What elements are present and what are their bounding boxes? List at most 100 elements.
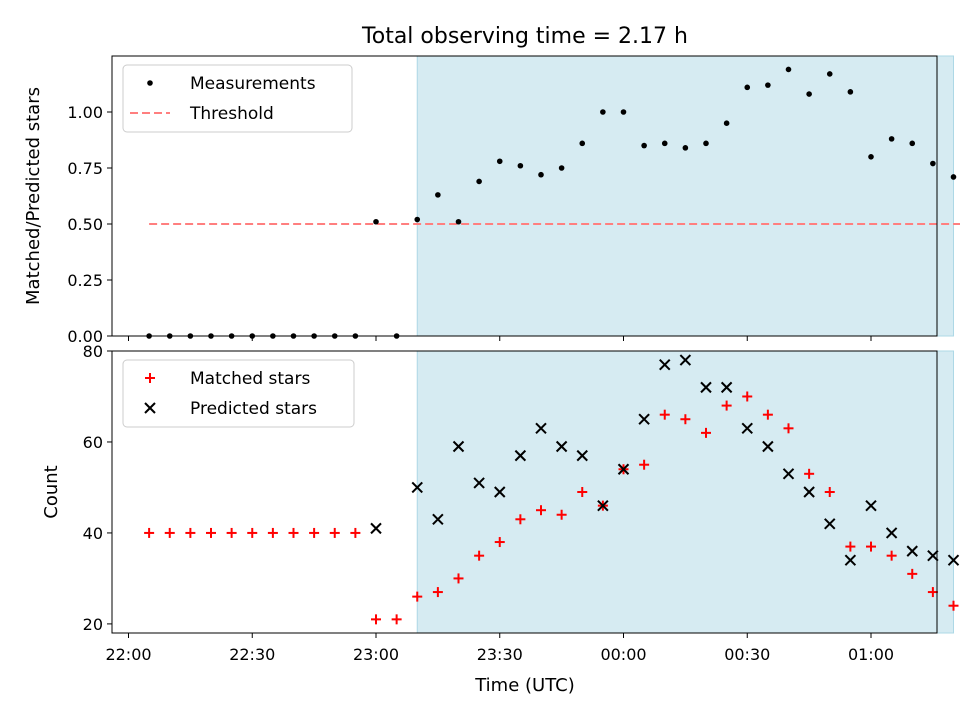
predicted-star-point bbox=[865, 499, 877, 512]
x-b bbox=[782, 468, 795, 480]
x-b bbox=[865, 499, 877, 512]
predicted-star-point bbox=[432, 513, 444, 525]
matched-star-point bbox=[845, 541, 856, 552]
measurement-point bbox=[620, 109, 627, 115]
matched-star-point bbox=[701, 427, 711, 438]
x-b bbox=[452, 440, 465, 453]
matched-star-point bbox=[185, 527, 196, 538]
measurement-point bbox=[579, 140, 586, 147]
matched-star-point bbox=[927, 587, 938, 598]
measurement-point bbox=[703, 140, 709, 147]
predicted-star-point bbox=[720, 381, 733, 394]
measurement-point bbox=[723, 120, 730, 126]
legend-label: Matched stars bbox=[190, 369, 310, 389]
measurement-point bbox=[496, 158, 503, 165]
x-b bbox=[679, 354, 692, 366]
matched-star-point bbox=[432, 587, 443, 598]
x-tick-label: 00:00 bbox=[600, 645, 646, 664]
predicted-star-point bbox=[927, 549, 939, 562]
y-tick-label: 0.50 bbox=[67, 215, 103, 234]
matched-star-point bbox=[907, 568, 918, 579]
measurement-point bbox=[600, 109, 606, 115]
measurement-point bbox=[806, 91, 812, 97]
matched-star-point bbox=[680, 414, 691, 425]
x-b bbox=[947, 554, 960, 566]
legend-box bbox=[122, 64, 353, 133]
x-b bbox=[494, 486, 506, 498]
matched-star-point bbox=[824, 487, 835, 497]
x-b bbox=[432, 513, 444, 525]
x-b bbox=[370, 522, 382, 535]
x-b bbox=[638, 413, 650, 425]
count-y-axis-label: Count bbox=[41, 465, 62, 518]
predicted-star-point bbox=[844, 554, 857, 566]
measurement-point bbox=[455, 218, 462, 225]
matched-star-point bbox=[866, 541, 876, 552]
matched-star-point bbox=[721, 400, 732, 411]
legend-label: Measurements bbox=[190, 74, 316, 94]
measurement-point bbox=[641, 142, 647, 149]
predicted-star-point bbox=[741, 422, 753, 435]
predicted-star-point bbox=[947, 554, 960, 566]
matched-star-point bbox=[783, 423, 794, 434]
x-b bbox=[700, 381, 712, 394]
matched-star-point bbox=[226, 527, 237, 538]
matched-star-point bbox=[659, 409, 670, 420]
x-tick-label: 23:00 bbox=[353, 645, 399, 664]
predicted-star-point bbox=[494, 486, 506, 498]
measurement-point bbox=[888, 136, 895, 142]
measurement-point bbox=[558, 165, 565, 171]
predicted-star-point bbox=[679, 354, 692, 366]
matched-star-point bbox=[350, 527, 361, 538]
x-b bbox=[741, 422, 753, 435]
predicted-star-point bbox=[803, 486, 815, 498]
measurement-point bbox=[765, 82, 771, 88]
matched-star-point bbox=[494, 537, 505, 548]
measurement-point bbox=[930, 160, 936, 167]
predicted-star-point bbox=[659, 358, 671, 371]
predicted-star-point bbox=[906, 545, 918, 557]
measurement-point bbox=[744, 84, 751, 91]
measurement-legend-marker bbox=[147, 80, 153, 86]
x-b bbox=[535, 422, 547, 435]
ratio-marks bbox=[146, 66, 960, 339]
legend-box bbox=[122, 359, 355, 428]
y-tick-label: 40 bbox=[83, 524, 103, 543]
matched-star-point bbox=[886, 550, 897, 561]
count-panel: 20 40 60 80 22:00 22:30 23:00 23:30 00:00 00:30 0… bbox=[41, 342, 960, 696]
x-tick-label: 23:30 bbox=[477, 645, 523, 664]
predicted-star-point bbox=[555, 440, 568, 453]
matched-star-point bbox=[948, 600, 959, 611]
predicted-star-point bbox=[452, 440, 465, 453]
predicted-star-point bbox=[597, 499, 609, 512]
measurement-point bbox=[476, 178, 482, 185]
measurement-point bbox=[373, 218, 379, 225]
measurement-point bbox=[868, 154, 874, 160]
measurement-point bbox=[435, 192, 441, 198]
measurement-point bbox=[826, 71, 833, 77]
predicted-star-point bbox=[782, 468, 795, 480]
ratio-legend: Measurements Threshold bbox=[122, 64, 353, 133]
measurement-point bbox=[661, 140, 668, 147]
matched-star-point bbox=[577, 487, 588, 497]
matched-star-point bbox=[639, 459, 650, 470]
measurement-point bbox=[909, 140, 916, 147]
x-b bbox=[803, 486, 815, 498]
matched-star-point bbox=[309, 527, 320, 538]
predicted-star-point bbox=[638, 413, 650, 425]
predicted-star-point bbox=[700, 381, 712, 394]
x-tick-label: 00:30 bbox=[724, 645, 770, 664]
matched-star-point bbox=[536, 505, 546, 516]
y-tick-label: 0.00 bbox=[67, 327, 103, 346]
legend-label: Threshold bbox=[189, 104, 274, 124]
matched-star-point bbox=[804, 468, 815, 479]
y-tick-label: 80 bbox=[83, 342, 103, 361]
y-tick-label: 20 bbox=[83, 615, 103, 634]
y-tick-label: 0.75 bbox=[67, 159, 103, 178]
x-b bbox=[555, 440, 568, 453]
ratio-y-axis: 0.00 0.25 0.50 0.75 1.00 bbox=[67, 103, 112, 346]
predicted-star-point bbox=[885, 527, 898, 539]
measurement-point bbox=[517, 162, 524, 169]
